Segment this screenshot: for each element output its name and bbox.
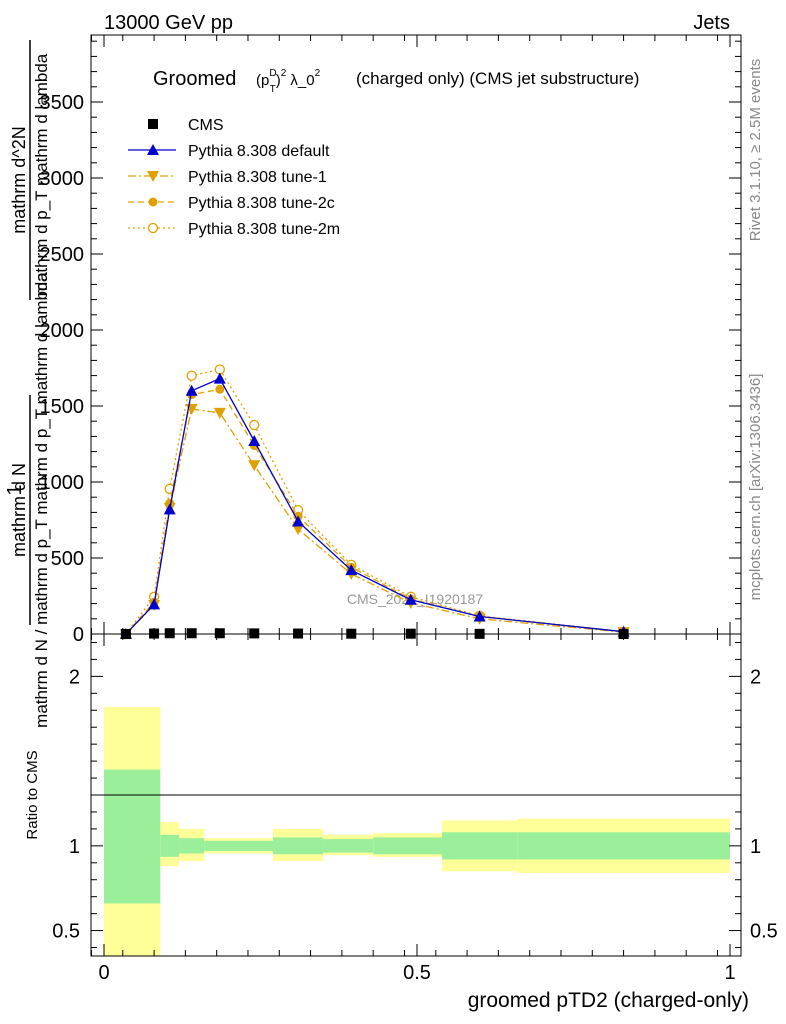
legend-entry: CMS <box>148 117 224 134</box>
ratio-band-inner <box>104 769 161 904</box>
data-point <box>214 628 225 639</box>
title-symbol: (pD T)2 λ_02 <box>256 68 321 95</box>
data-point <box>292 524 305 536</box>
data-point <box>249 628 260 639</box>
data-point <box>164 628 175 639</box>
mcplots-label: mcplots.cern.ch [arXiv:1306.3436] <box>747 374 764 601</box>
data-point <box>213 372 226 384</box>
y-tick-label: 500 <box>51 548 84 570</box>
y-tick-label: 3500 <box>40 92 85 114</box>
ratio-band-inner <box>179 838 205 854</box>
y-tick-label: 0 <box>73 624 84 646</box>
x-tick-label: 0 <box>98 962 109 984</box>
legend-label: Pythia 8.308 default <box>188 143 330 160</box>
legend-marker <box>147 144 159 155</box>
data-point <box>185 384 198 396</box>
data-point <box>186 628 197 639</box>
legend-label: CMS <box>188 117 224 134</box>
legend-label: Pythia 8.308 tune-2m <box>188 221 340 238</box>
legend-marker <box>147 171 159 182</box>
data-point <box>473 610 486 622</box>
data-point <box>215 384 225 394</box>
ylabel-top: 1 <box>4 484 26 495</box>
legend-label: Pythia 8.308 tune-1 <box>188 169 327 186</box>
legend-label: Pythia 8.308 tune-2c <box>188 195 335 212</box>
title-rest: (charged only) (CMS jet substructure) <box>356 69 639 88</box>
legend: CMS Pythia 8.308 default Pythia 8.308 tune… <box>128 117 340 238</box>
data-point <box>404 593 417 605</box>
ratio-y-tick-label-right: 1 <box>750 836 761 858</box>
y-axis-label: 1 mathrm d N mathrm d N / mathrm d p_T m… <box>4 40 51 728</box>
legend-entry: Pythia 8.308 tune-1 <box>128 169 327 186</box>
data-point <box>148 598 161 610</box>
x-tick-label: 0.5 <box>403 962 431 984</box>
ratio-plot: 0.5 0.5 1 1 2 2 0 0.5 1 Ratio to CMS <box>24 633 778 984</box>
data-point <box>248 434 261 446</box>
x-axis-label: groomed pTD2 (charged-only) <box>468 989 749 1012</box>
ratio-y-tick-label: 1 <box>69 836 80 858</box>
ylabel-den2: mathrm d p_T mathrm d lambda <box>32 53 51 296</box>
legend-marker <box>147 222 159 234</box>
y-tick-label: 1000 <box>40 472 85 494</box>
data-point <box>163 503 176 515</box>
chart-title: Groomed (pD T)2 λ_02 (charged only) (CMS … <box>153 68 639 95</box>
ratio-y-tick-label-right: 0.5 <box>750 921 778 943</box>
ratio-band-inner <box>373 837 443 855</box>
y-tick-label: 2000 <box>40 320 85 342</box>
ylabel-num2: mathrm d^2N <box>9 126 29 233</box>
ylabel-num: mathrm d N <box>9 463 29 557</box>
ratio-band-inner <box>442 832 518 860</box>
rivet-label: Rivet 3.1.10, ≥ 2.5M events <box>747 59 764 242</box>
x-tick-label: 1 <box>724 962 735 984</box>
data-point <box>292 515 305 527</box>
legend-marker <box>148 197 158 207</box>
ratio-band-inner <box>517 832 730 860</box>
header-right: Jets <box>693 12 730 34</box>
ratio-band-inner <box>323 839 374 853</box>
ylabel-den: mathrm d N / mathrm d p_T mathrm d p_T m… <box>32 272 51 728</box>
ratio-y-tick-label-right: 2 <box>750 666 761 688</box>
data-point <box>213 407 226 419</box>
ratio-y-tick-label: 0.5 <box>52 921 80 943</box>
legend-marker <box>148 119 158 129</box>
title-main: Groomed <box>153 68 236 90</box>
ratio-band-inner <box>273 837 324 855</box>
data-point <box>249 419 260 431</box>
ratio-ylabel: Ratio to CMS <box>24 750 41 839</box>
ratio-y-tick-label: 2 <box>69 666 80 688</box>
y-tick-label: 1500 <box>40 396 85 418</box>
ratio-band-inner <box>160 834 180 857</box>
legend-entry: Pythia 8.308 tune-2m <box>128 221 340 238</box>
legend-entry: Pythia 8.308 tune-2c <box>128 195 335 212</box>
data-point <box>345 564 358 576</box>
data-point <box>186 370 197 381</box>
data-point <box>248 460 261 472</box>
y-tick-label: 2500 <box>40 244 85 266</box>
y-tick-label: 3000 <box>40 168 85 190</box>
ratio-band-inner <box>204 840 274 851</box>
legend-entry: Pythia 8.308 default <box>128 143 330 160</box>
header-left: 13000 GeV pp <box>104 12 233 34</box>
